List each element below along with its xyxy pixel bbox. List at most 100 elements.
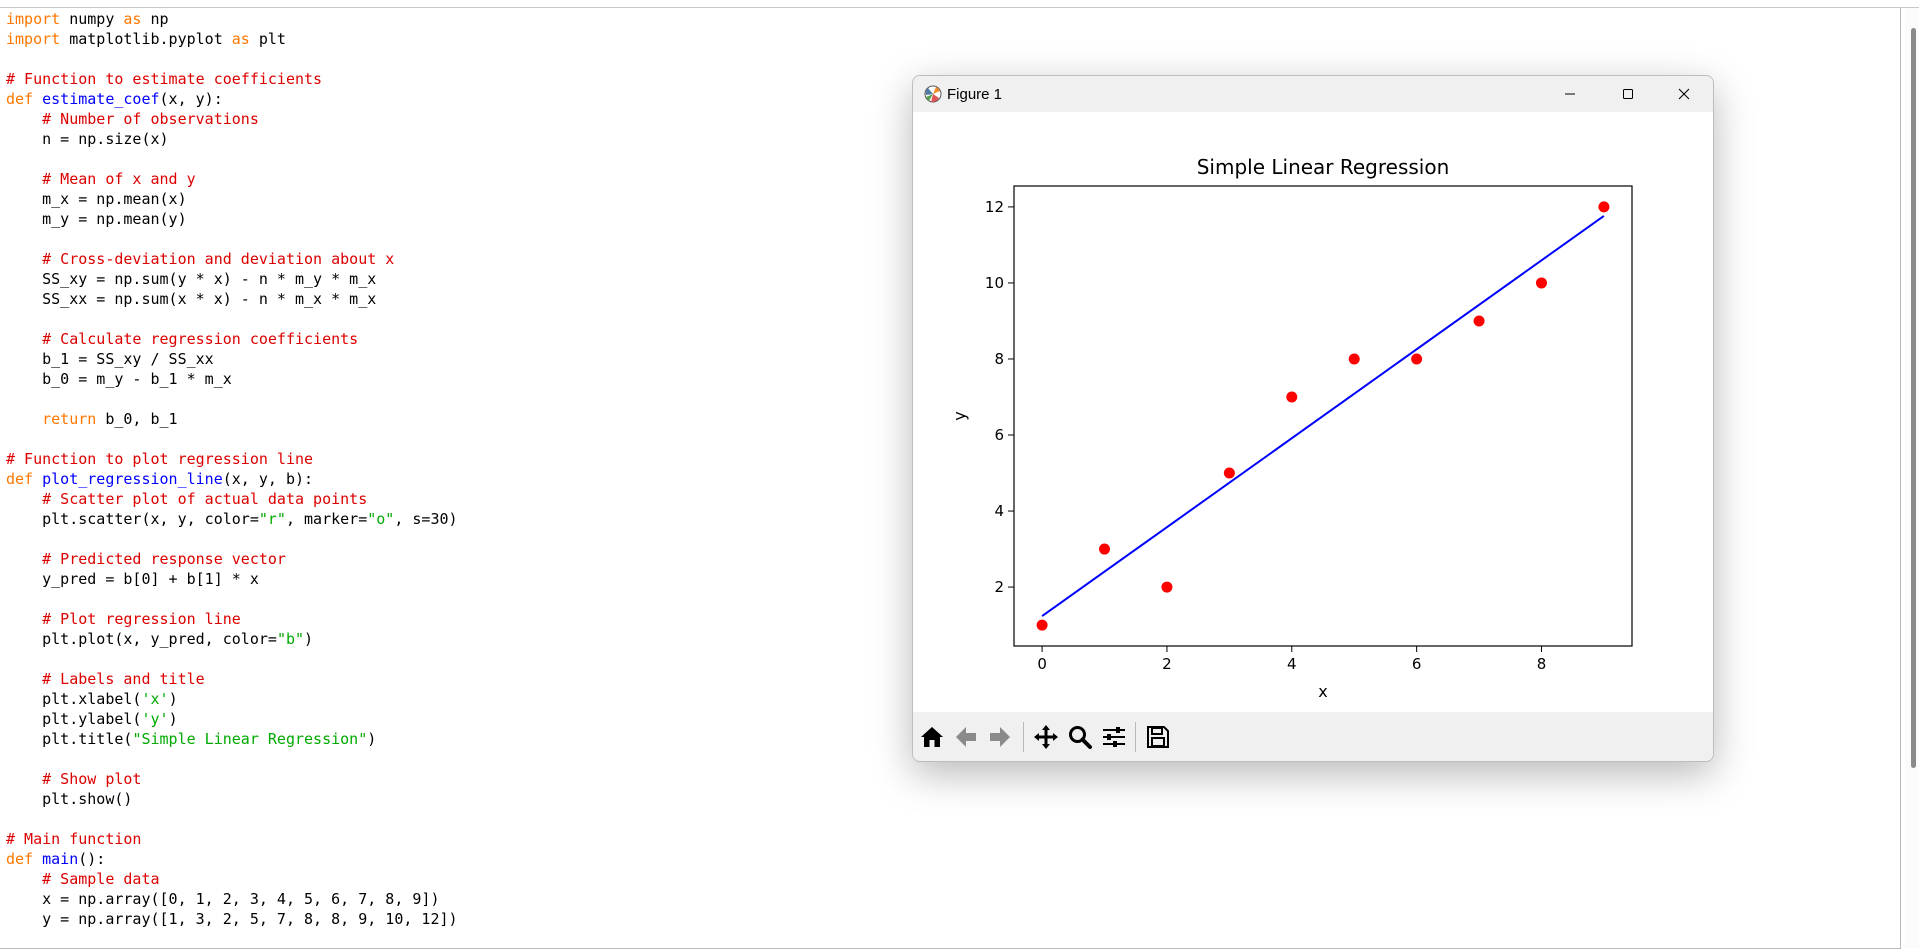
scrollbar-thumb[interactable] xyxy=(1911,28,1916,768)
code-line[interactable]: # Function to plot regression line xyxy=(6,449,458,469)
code-line[interactable]: b_1 = SS_xy / SS_xx xyxy=(6,349,458,369)
code-line[interactable]: import matplotlib.pyplot as plt xyxy=(6,29,458,49)
code-line[interactable]: # Labels and title xyxy=(6,669,458,689)
code-line[interactable] xyxy=(6,649,458,669)
code-token: as xyxy=(231,30,250,48)
code-line[interactable]: def plot_regression_line(x, y, b): xyxy=(6,469,458,489)
code-line[interactable] xyxy=(6,309,458,329)
code-line[interactable]: plt.xlabel('x') xyxy=(6,689,458,709)
code-line[interactable]: plt.show() xyxy=(6,789,458,809)
code-line[interactable]: # Function to estimate coefficients xyxy=(6,69,458,89)
code-line[interactable]: SS_xy = np.sum(y * x) - n * m_y * m_x xyxy=(6,269,458,289)
x-tick-label: 8 xyxy=(1537,655,1547,673)
code-token: ) xyxy=(304,630,314,648)
code-line[interactable]: y = np.array([1, 3, 2, 5, 7, 8, 8, 9, 10… xyxy=(6,909,458,929)
y-tick-label: 12 xyxy=(985,198,1004,216)
code-token: def xyxy=(6,90,34,108)
y-tick-label: 8 xyxy=(994,350,1004,368)
forward-button[interactable] xyxy=(985,722,1015,752)
code-token: # Main function xyxy=(6,830,142,848)
code-token: b_0, b_1 xyxy=(96,410,178,428)
code-token: (x, y): xyxy=(159,90,223,108)
code-token: ) xyxy=(168,690,178,708)
maximize-icon xyxy=(1623,89,1633,99)
code-line[interactable] xyxy=(6,589,458,609)
zoom-button[interactable] xyxy=(1065,722,1095,752)
save-button[interactable] xyxy=(1143,722,1173,752)
back-button[interactable] xyxy=(951,722,981,752)
code-line[interactable]: # Show plot xyxy=(6,769,458,789)
code-line[interactable]: m_y = np.mean(y) xyxy=(6,209,458,229)
code-line[interactable] xyxy=(6,49,458,69)
code-token: ) xyxy=(367,730,377,748)
code-line[interactable]: plt.ylabel('y') xyxy=(6,709,458,729)
code-line[interactable]: # Scatter plot of actual data points xyxy=(6,489,458,509)
code-token: def xyxy=(6,850,34,868)
editor-scrollbar[interactable] xyxy=(1905,8,1919,948)
code-token: m_y = np.mean(y) xyxy=(6,210,187,228)
home-button[interactable] xyxy=(917,722,947,752)
code-token: (x, y, b): xyxy=(222,470,314,488)
code-token: import xyxy=(6,30,61,48)
forward-arrow-icon xyxy=(990,727,1010,747)
code-line[interactable]: plt.plot(x, y_pred, color="b") xyxy=(6,629,458,649)
close-button[interactable] xyxy=(1655,76,1713,112)
pan-button[interactable] xyxy=(1031,722,1061,752)
code-line[interactable]: # Sample data xyxy=(6,869,458,889)
code-token: # Labels and title xyxy=(42,670,205,688)
code-token: # Sample data xyxy=(42,870,160,888)
y-tick-label: 2 xyxy=(994,578,1004,596)
code-line[interactable] xyxy=(6,809,458,829)
code-token xyxy=(33,90,42,108)
code-line[interactable]: m_x = np.mean(x) xyxy=(6,189,458,209)
code-line[interactable] xyxy=(6,149,458,169)
code-line[interactable]: # Mean of x and y xyxy=(6,169,458,189)
code-line[interactable]: # Predicted response vector xyxy=(6,549,458,569)
code-line[interactable]: # Plot regression line xyxy=(6,609,458,629)
code-line[interactable] xyxy=(6,389,458,409)
code-token: np xyxy=(141,10,169,28)
code-line[interactable] xyxy=(6,229,458,249)
code-line[interactable]: return b_0, b_1 xyxy=(6,409,458,429)
code-token xyxy=(6,610,42,628)
code-line[interactable]: # Main function xyxy=(6,829,458,849)
minimize-button[interactable] xyxy=(1541,76,1599,112)
code-line[interactable]: # Calculate regression coefficients xyxy=(6,329,458,349)
maximize-button[interactable] xyxy=(1599,76,1657,112)
scatter-point xyxy=(1348,353,1360,365)
code-line[interactable]: import numpy as np xyxy=(6,9,458,29)
code-token: 'x' xyxy=(141,690,169,708)
code-token xyxy=(6,410,42,428)
configure-subplots-icon xyxy=(1103,727,1125,747)
code-token: "r" xyxy=(258,510,286,528)
code-line[interactable]: # Number of observations xyxy=(6,109,458,129)
code-token: ) xyxy=(168,710,178,728)
code-line[interactable]: def main(): xyxy=(6,849,458,869)
code-token: x = np.array([0, 1, 2, 3, 4, 5, 6, 7, 8,… xyxy=(6,890,440,908)
code-line[interactable]: SS_xx = np.sum(x * x) - n * m_x * m_x xyxy=(6,289,458,309)
code-line[interactable] xyxy=(6,749,458,769)
code-line[interactable]: x = np.array([0, 1, 2, 3, 4, 5, 6, 7, 8,… xyxy=(6,889,458,909)
code-line[interactable]: b_0 = m_y - b_1 * m_x xyxy=(6,369,458,389)
window-titlebar[interactable]: Figure 1 xyxy=(913,76,1713,112)
code-token: plt.xlabel( xyxy=(6,690,142,708)
code-token: SS_xy = np.sum(y * x) - n * m_y * m_x xyxy=(6,270,377,288)
configure-subplots-button[interactable] xyxy=(1099,722,1129,752)
code-line[interactable] xyxy=(6,429,458,449)
code-line[interactable]: n = np.size(x) xyxy=(6,129,458,149)
code-text[interactable]: import numpy as np import matplotlib.pypl… xyxy=(6,9,458,929)
code-line[interactable]: plt.title("Simple Linear Regression") xyxy=(6,729,458,749)
code-token: b_0 = m_y - b_1 * m_x xyxy=(6,370,232,388)
code-line[interactable]: def estimate_coef(x, y): xyxy=(6,89,458,109)
code-token: y = np.array([1, 3, 2, 5, 7, 8, 8, 9, 10… xyxy=(6,910,458,928)
scatter-points xyxy=(1036,201,1610,631)
code-line[interactable] xyxy=(6,529,458,549)
code-line[interactable]: y_pred = b[0] + b[1] * x xyxy=(6,569,458,589)
code-token xyxy=(6,110,42,128)
code-line[interactable]: plt.scatter(x, y, color="r", marker="o",… xyxy=(6,509,457,529)
code-token: plot_regression_line xyxy=(42,470,223,488)
code-line[interactable]: # Cross-deviation and deviation about x xyxy=(6,249,458,269)
code-token: plt.ylabel( xyxy=(6,710,142,728)
